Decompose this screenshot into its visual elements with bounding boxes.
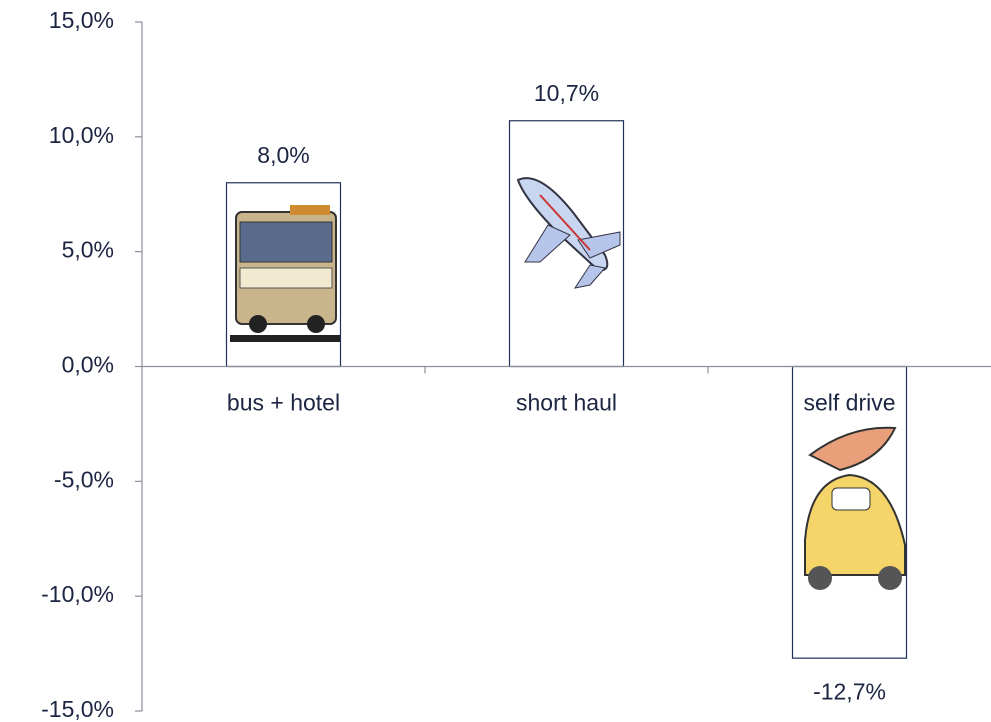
y-tick-label: 10,0%	[49, 122, 114, 148]
x-tick-label: self drive	[803, 390, 895, 416]
y-tick-label: 0,0%	[62, 352, 114, 378]
y-tick-label: 5,0%	[62, 237, 114, 263]
bus-icon	[230, 205, 340, 342]
y-tick-label: 15,0%	[49, 7, 114, 33]
y-tick-label: -5,0%	[54, 466, 114, 492]
y-tick-label: -15,0%	[41, 696, 114, 722]
value-label: 10,7%	[534, 80, 599, 106]
x-tick-label: short haul	[516, 390, 617, 416]
chart: -15,0% -10,0% -5,0% 0,0% 5,0% 10,0% 15,0% bus +…	[0, 0, 991, 722]
value-label: -12,7%	[813, 678, 886, 704]
y-tick-label: -10,0%	[41, 581, 114, 607]
x-tick-label: bus + hotel	[227, 390, 340, 416]
value-label: 8,0%	[257, 142, 309, 168]
